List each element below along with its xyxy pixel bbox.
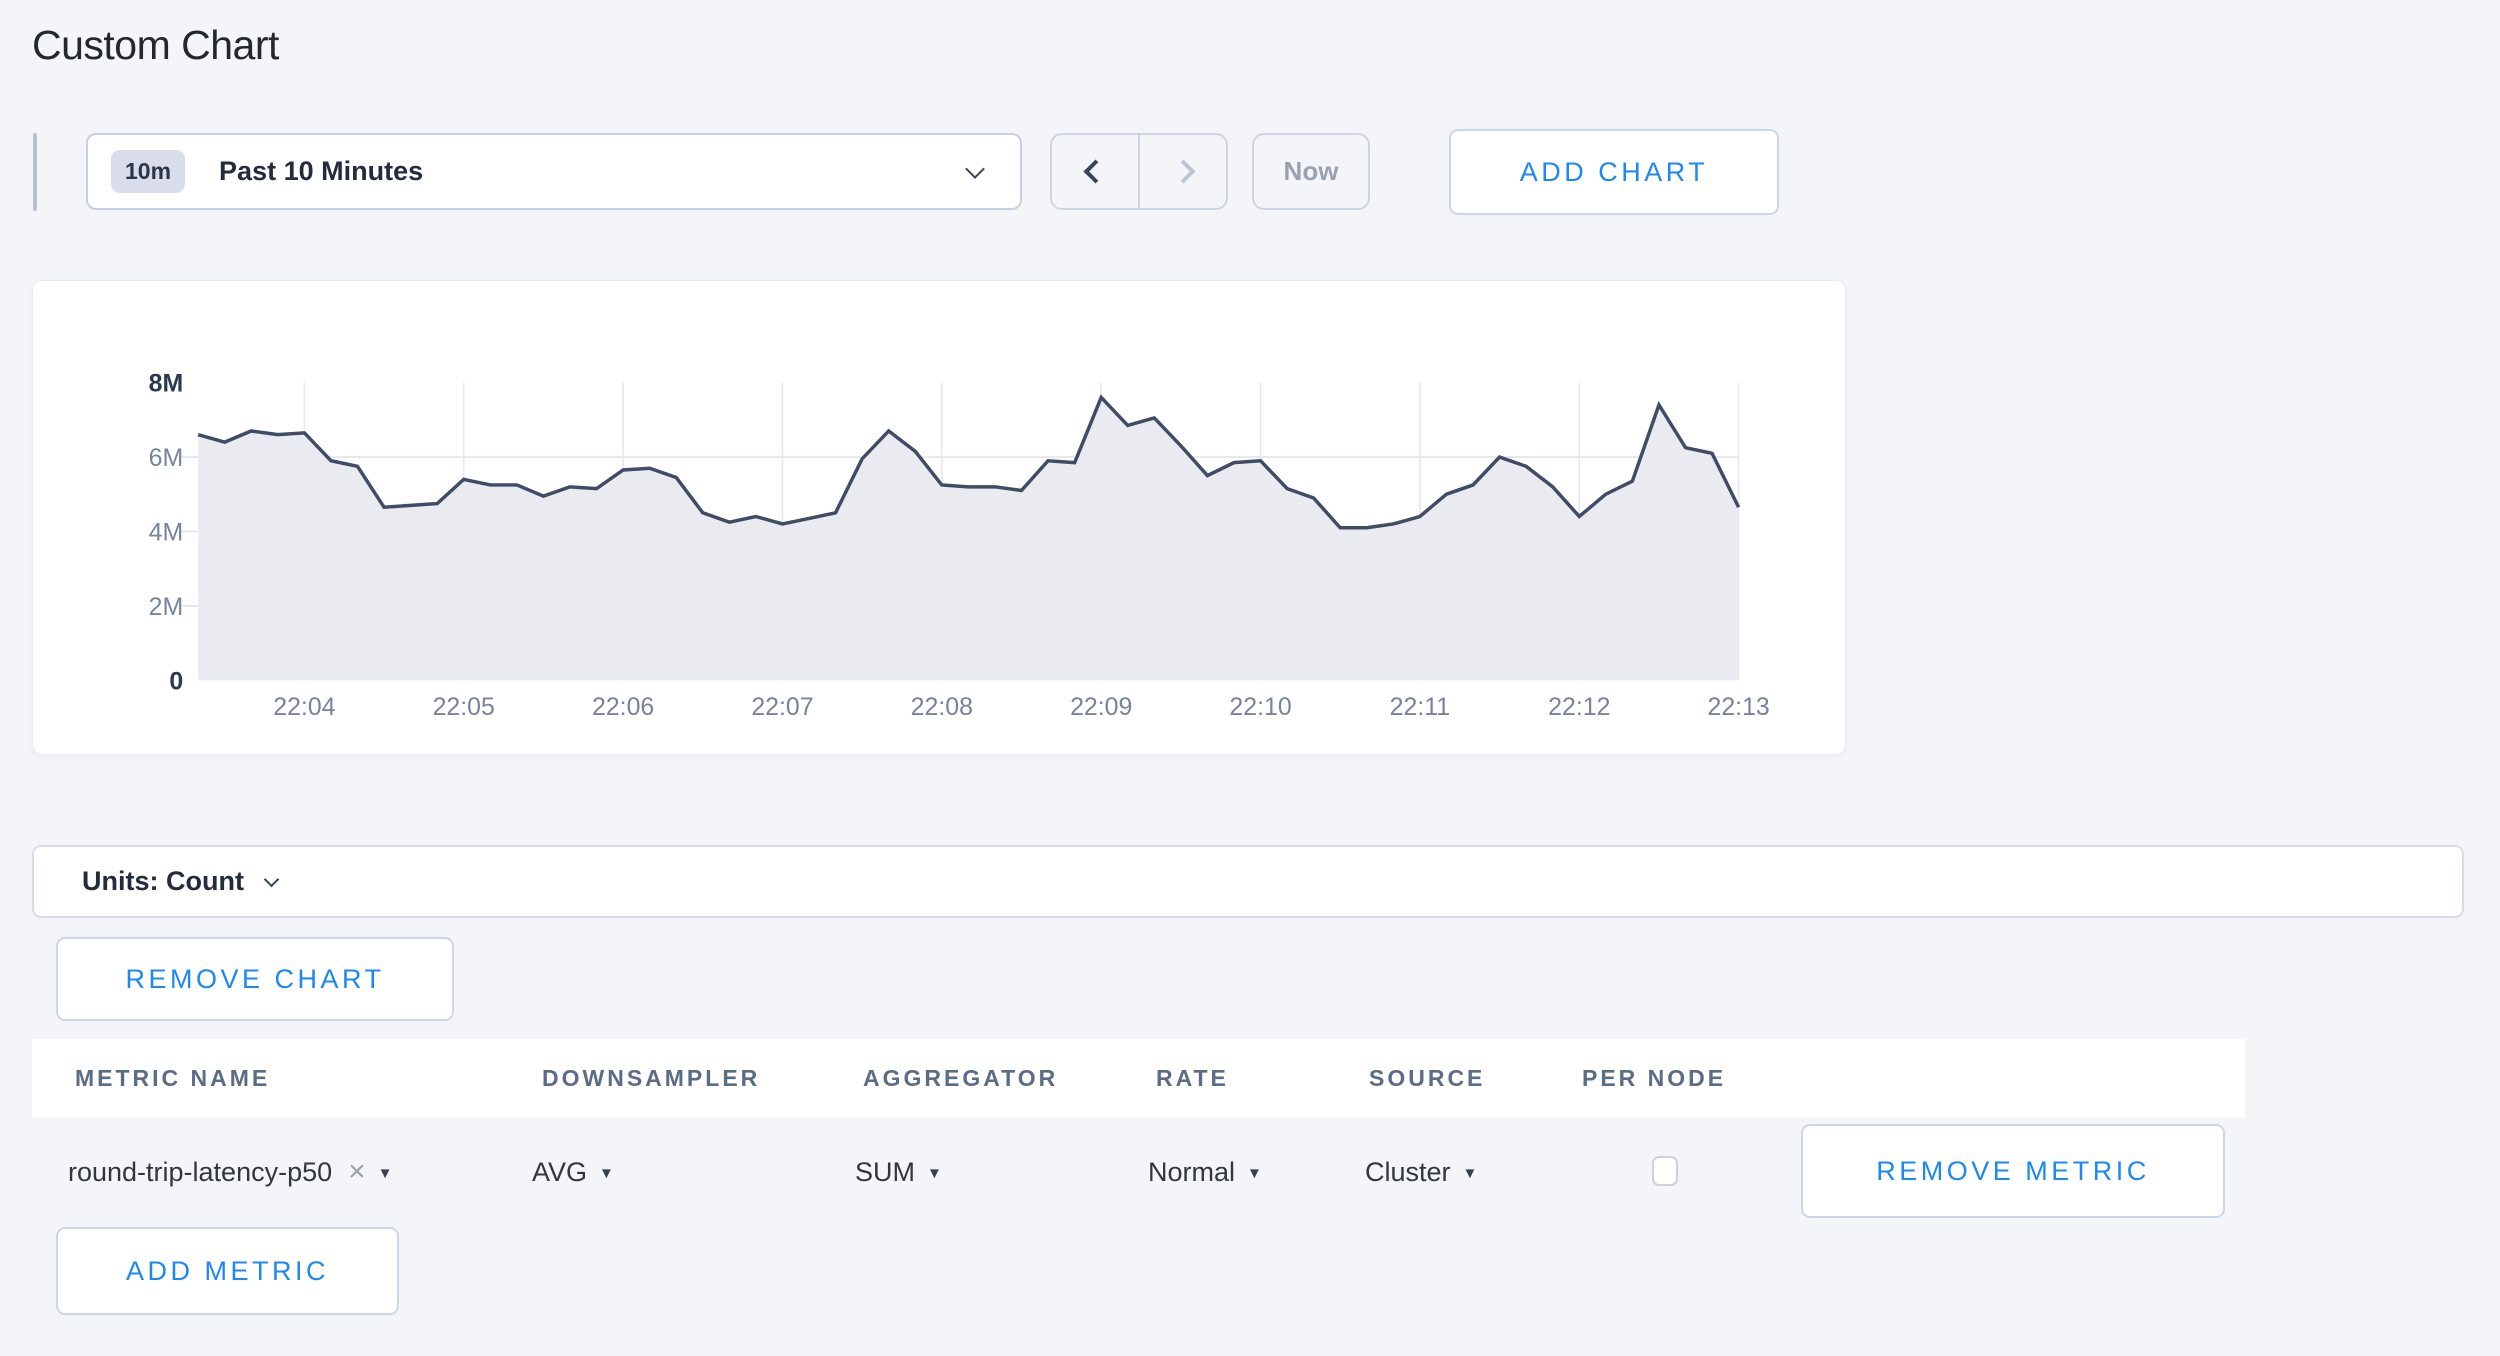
next-interval-button[interactable] (1140, 135, 1226, 208)
chevron-left-icon (1082, 159, 1108, 184)
column-header-downsampler: DOWNSAMPLER (542, 1065, 761, 1091)
prev-interval-button[interactable] (1052, 135, 1140, 208)
caret-down-icon: ▼ (927, 1165, 942, 1182)
downsampler-value: AVG (532, 1156, 588, 1187)
aggregator-value: SUM (855, 1156, 915, 1187)
x-tick-label: 22:11 (1390, 693, 1450, 721)
caret-down-icon: ▼ (377, 1165, 393, 1182)
column-header-per-node: PER NODE (1582, 1065, 1727, 1091)
clear-metric-icon[interactable]: × (348, 1155, 366, 1188)
time-row-accent-bar (33, 133, 37, 211)
x-tick-label: 22:09 (1070, 693, 1132, 721)
chevron-down-icon (263, 871, 280, 887)
y-tick-label: 4M (149, 518, 184, 546)
caret-down-icon: ▼ (599, 1165, 614, 1182)
column-header-aggregator: AGGREGATOR (863, 1065, 1059, 1091)
add-chart-button[interactable]: ADD CHART (1449, 129, 1779, 215)
chevron-right-icon (1170, 159, 1196, 184)
y-tick-label: 6M (149, 444, 184, 472)
time-pager (1050, 133, 1228, 210)
time-range-label: Past 10 Minutes (219, 156, 424, 186)
y-tick-label: 8M (149, 370, 184, 398)
x-tick-label: 22:10 (1229, 693, 1291, 721)
units-label: Units: Count (82, 866, 244, 896)
column-header-metric-name: METRIC NAME (75, 1065, 271, 1091)
column-header-source: SOURCE (1369, 1065, 1486, 1091)
downsampler-select[interactable]: AVG ▼ (532, 1148, 614, 1196)
add-metric-button[interactable]: ADD METRIC (56, 1227, 399, 1315)
chart-card: 8M 6M 4M 2M 0 22:04 22:05 22:06 22:07 22:08 22:09 2… (32, 280, 1846, 755)
metric-name-select[interactable]: round-trip-latency-p50 × ▼ (68, 1148, 393, 1196)
x-tick-label: 22:08 (911, 693, 973, 721)
y-tick-label: 2M (149, 593, 184, 621)
x-tick-label: 22:06 (592, 693, 654, 721)
metrics-chart: 8M 6M 4M 2M 0 22:04 22:05 22:06 22:07 22:08 22:09 2… (149, 370, 1770, 722)
series-line (197, 394, 1741, 530)
source-select[interactable]: Cluster ▼ (1365, 1148, 1477, 1196)
x-tick-label: 22:13 (1707, 693, 1769, 721)
per-node-checkbox[interactable] (1652, 1156, 1678, 1186)
x-tick-label: 22:12 (1548, 693, 1610, 721)
rate-value: Normal (1148, 1156, 1236, 1187)
x-tick-label: 22:07 (751, 693, 813, 721)
caret-down-icon: ▼ (1247, 1165, 1262, 1182)
page-title: Custom Chart (32, 22, 279, 68)
time-range-select[interactable]: 10m Past 10 Minutes (86, 133, 1022, 210)
metrics-table-header: METRIC NAME DOWNSAMPLER AGGREGATOR RATE … (32, 1039, 2245, 1118)
y-tick-label: 0 (169, 667, 183, 695)
now-button[interactable]: Now (1252, 133, 1370, 210)
metric-name-value: round-trip-latency-p50 (68, 1156, 333, 1187)
x-tick-label: 22:05 (433, 693, 495, 721)
units-select[interactable]: Units: Count (32, 845, 2464, 918)
source-value: Cluster (1365, 1156, 1451, 1187)
aggregator-select[interactable]: SUM ▼ (855, 1148, 942, 1196)
chevron-down-icon (965, 158, 985, 179)
column-header-rate: RATE (1156, 1065, 1229, 1091)
rate-select[interactable]: Normal ▼ (1148, 1148, 1262, 1196)
series-area (198, 397, 1739, 681)
remove-chart-button[interactable]: REMOVE CHART (56, 937, 454, 1021)
x-tick-label: 22:04 (273, 693, 335, 721)
caret-down-icon: ▼ (1462, 1165, 1478, 1182)
remove-metric-button[interactable]: REMOVE METRIC (1801, 1124, 2225, 1218)
time-range-badge: 10m (111, 150, 186, 193)
